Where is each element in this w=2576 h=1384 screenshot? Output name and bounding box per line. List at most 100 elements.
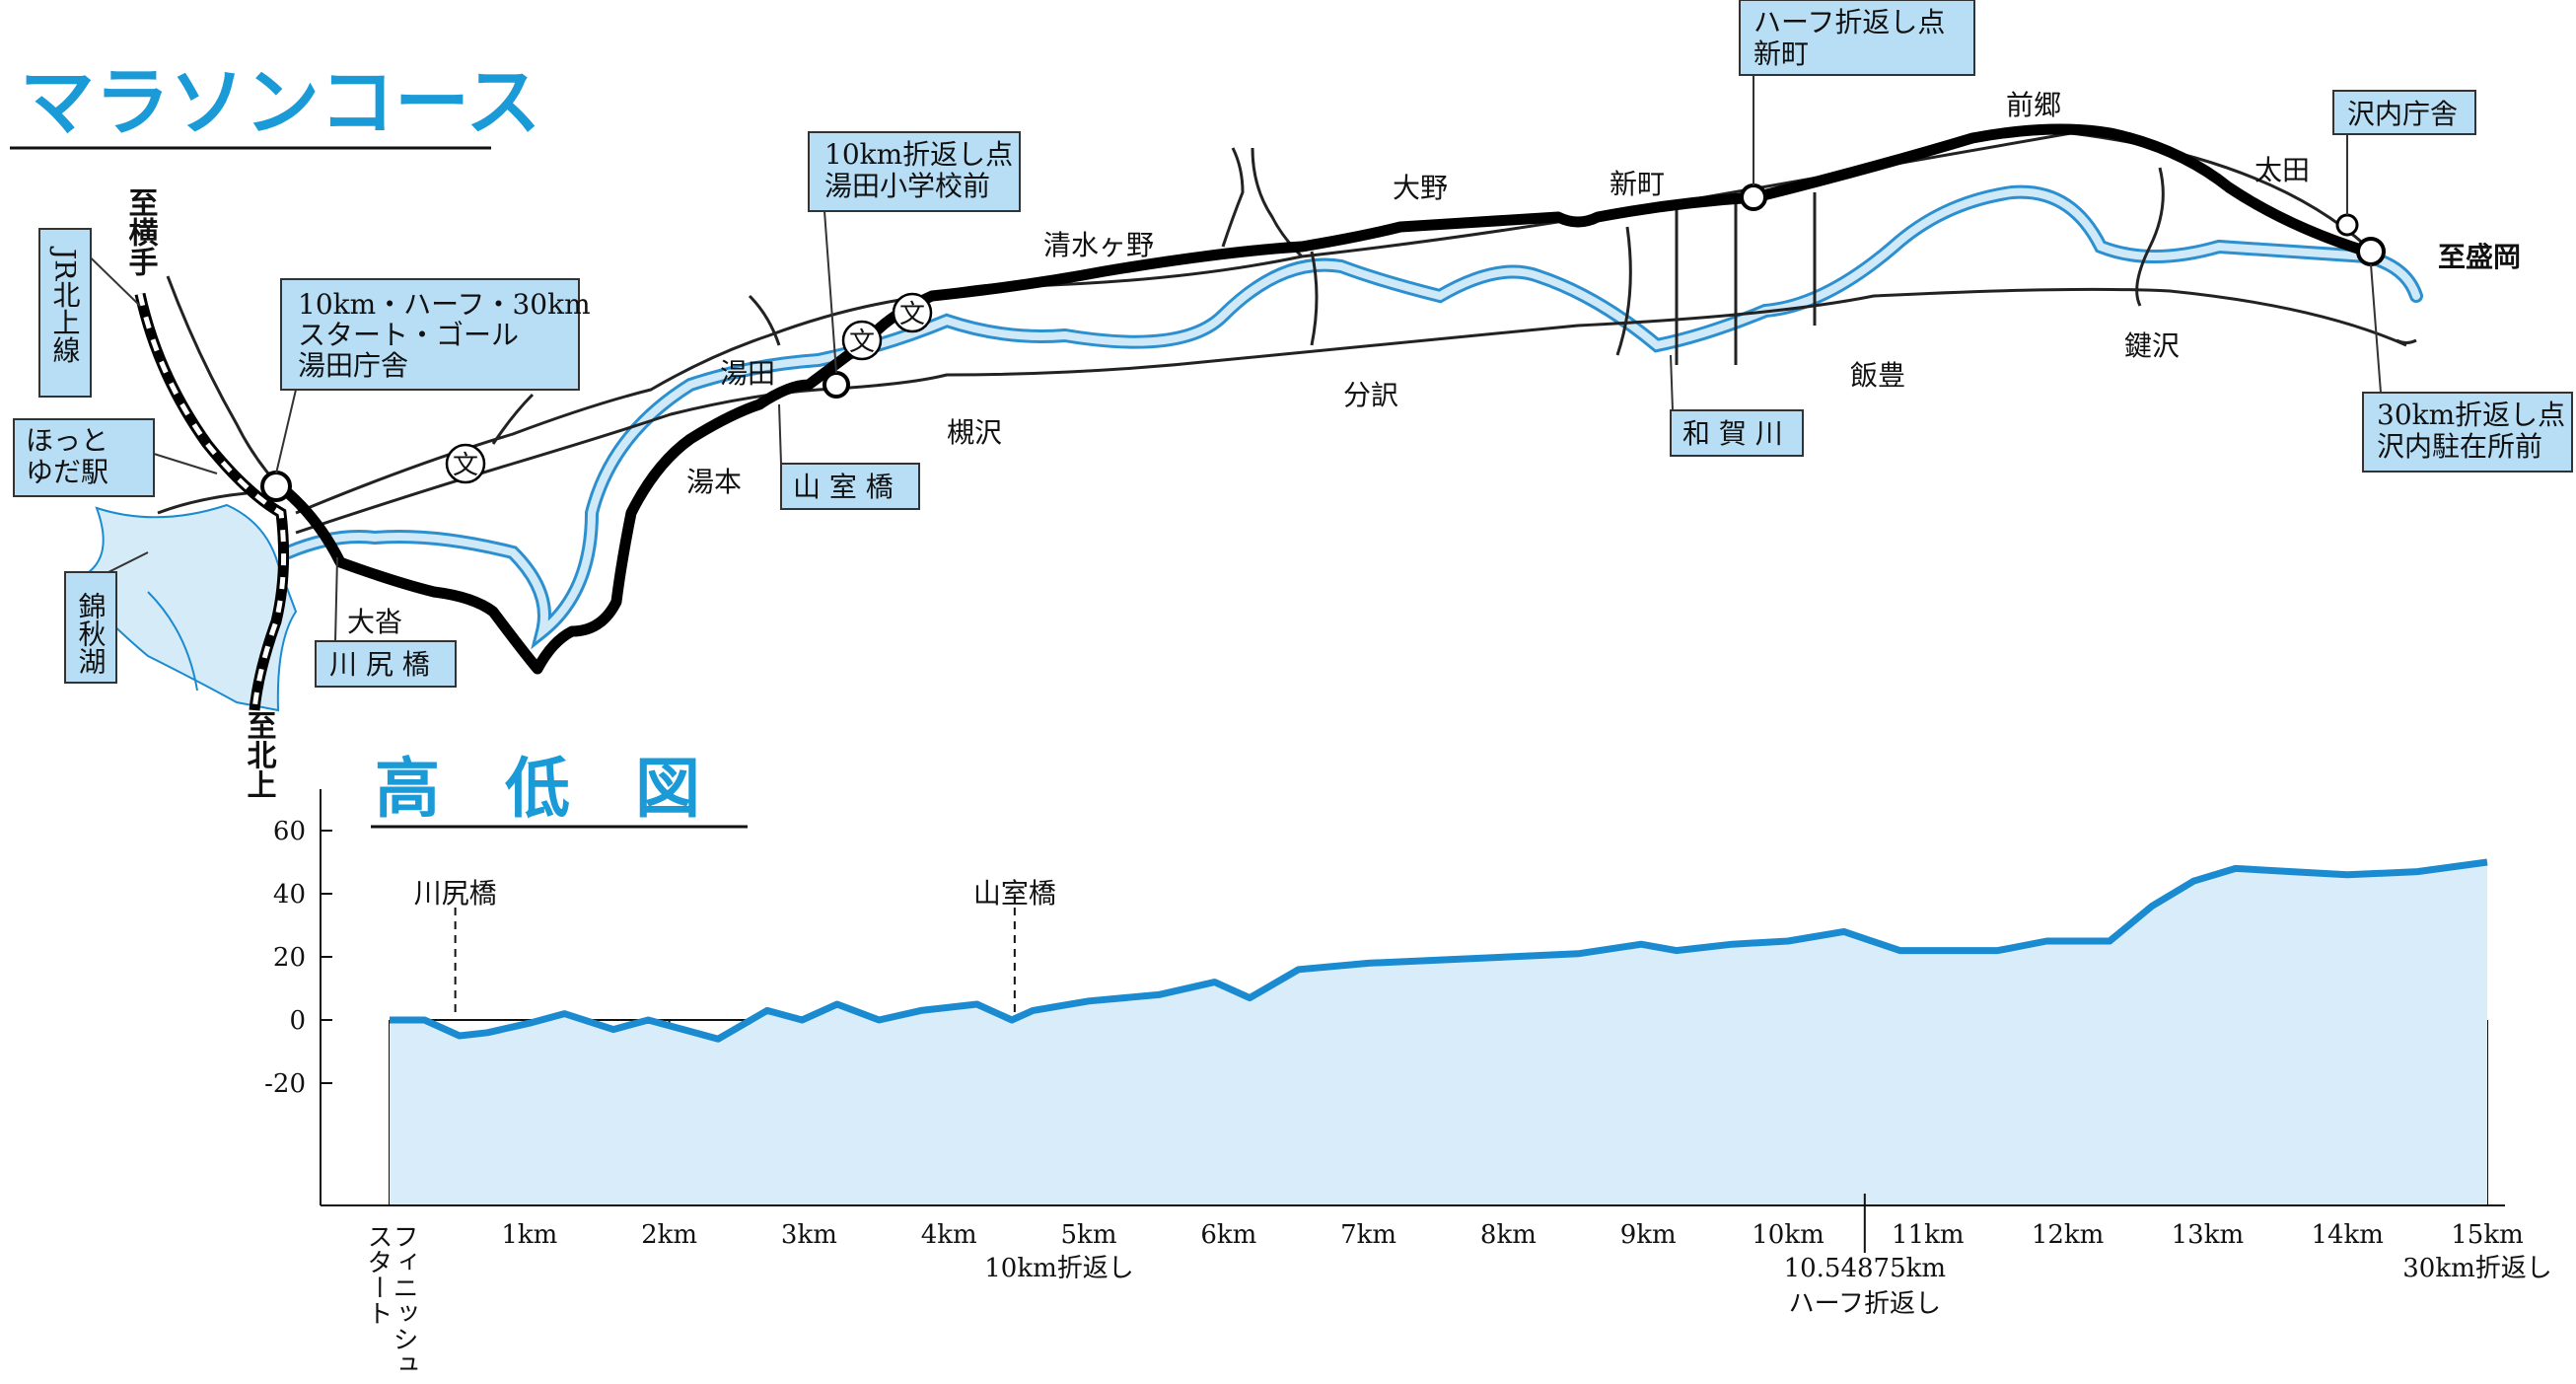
school-icon xyxy=(445,443,486,484)
half-callout-line1: ハーフ折返し点 xyxy=(1753,6,1945,38)
label-kagizawa: 鍵沢 xyxy=(2124,329,2180,362)
chart-axes xyxy=(320,789,2505,1206)
label-shinmachi: 新町 xyxy=(1610,168,1665,200)
y-tick-label: 60 xyxy=(273,817,306,846)
x-tick-label: 12km xyxy=(2032,1220,2105,1250)
half-marker xyxy=(1740,183,1767,211)
label-yumoto: 湯本 xyxy=(686,466,742,498)
jr-callout xyxy=(38,228,92,398)
half-callout-line2: 新町 xyxy=(1753,37,1809,70)
marathon-course xyxy=(270,123,2373,675)
kinshuko-callout-text: 錦秋湖 xyxy=(75,592,107,675)
label-iitoyo: 飯豊 xyxy=(1850,359,1905,392)
elevation-line xyxy=(390,858,2488,1043)
school-icon xyxy=(892,292,933,333)
label-yuda: 湯田 xyxy=(720,357,775,390)
kawashiri-callout-text: 川 尻 橋 xyxy=(329,648,430,681)
yamamuro-callout-line xyxy=(778,403,782,465)
school-icon-label: 文 xyxy=(899,300,925,329)
turn10-callout xyxy=(808,131,1021,212)
label-to-morioka: 至盛岡 xyxy=(2438,241,2521,273)
label-shimizugano: 清水ヶ野 xyxy=(1043,229,1154,261)
x-tick-label: 9km xyxy=(1620,1220,1677,1250)
label-daito: 大沓 xyxy=(347,606,402,638)
yamamuro-callout-text: 山 室 橋 xyxy=(793,471,894,503)
y-tick-label: -20 xyxy=(264,1069,306,1099)
kawashiri-callout-line xyxy=(334,556,338,642)
jr-callout-text: JR北上線 xyxy=(49,246,82,363)
start-callout xyxy=(280,278,580,391)
river-waga xyxy=(281,184,2423,650)
map-title: マラソンコース xyxy=(20,58,540,146)
sawauchi-callout xyxy=(2332,90,2476,135)
half-callout xyxy=(1739,0,1975,76)
x-tick-label: 8km xyxy=(1480,1220,1537,1250)
y-tick-label: 20 xyxy=(273,943,306,973)
chart-area xyxy=(390,858,2488,1205)
annotation-label: 山室橋 xyxy=(973,877,1056,910)
x-tick-label: 4km xyxy=(921,1220,977,1250)
kawashiri-callout xyxy=(315,640,457,688)
start-label: スタート xyxy=(363,1223,393,1326)
label-ota: 太田 xyxy=(2254,154,2310,186)
elevation-chart: 高 低 図 60 40 20 0 -20 1km 2km 3km 4km 5km 6km 7km 8km… xyxy=(264,751,2552,1377)
hotto-callout-line2: ゆだ駅 xyxy=(26,456,108,488)
x-tick-label: 7km xyxy=(1340,1220,1396,1250)
yamamuro-callout xyxy=(780,463,920,510)
annotation-label: 川尻橋 xyxy=(414,877,497,910)
x-tick-label: 10km xyxy=(1752,1220,1825,1250)
label-maego: 前郷 xyxy=(2006,89,2061,121)
turn30-callout-line2: 沢内駐在所前 xyxy=(2377,430,2542,463)
x-tick-label: 5km xyxy=(1061,1220,1117,1250)
half-distance-label: 10.54875km xyxy=(1784,1254,1946,1283)
kinshuko-callout xyxy=(64,571,117,684)
finish-label: フィニッシュ xyxy=(389,1223,418,1377)
waga-callout-line xyxy=(1670,354,1674,411)
label-bunkutsu: 分訳 xyxy=(1343,379,1398,411)
label-ono: 大野 xyxy=(1393,172,1448,204)
x-tick-label: 1km xyxy=(501,1220,557,1250)
half-turn-label: ハーフ折返し xyxy=(1789,1289,1941,1319)
turn30-label: 30km折返し xyxy=(2402,1254,2552,1283)
hotto-callout xyxy=(13,418,155,497)
x-tick-label: 6km xyxy=(1200,1220,1256,1250)
start-callout-line3: 湯田庁舎 xyxy=(298,349,408,382)
start-callout-line2: スタート・ゴール xyxy=(298,319,519,351)
turn10-label: 10km折返し xyxy=(984,1254,1134,1283)
turn30-callout-line xyxy=(2370,263,2382,394)
turn10-callout-line1: 10km折返し点 xyxy=(824,138,1013,171)
x-tick-label: 3km xyxy=(781,1220,837,1250)
y-tick-label: 40 xyxy=(273,880,306,910)
x-tick-label: 2km xyxy=(641,1220,697,1250)
kinshuko-callout-line xyxy=(107,551,149,573)
x-tick-label: 13km xyxy=(2172,1220,2245,1250)
x-tick-label: 14km xyxy=(2311,1220,2384,1250)
start-callout-line1: 10km・ハーフ・30km xyxy=(298,288,591,321)
turn30-callout xyxy=(2362,392,2573,473)
chart-title: 高 低 図 xyxy=(375,751,700,827)
label-to-yokote: 至横手 xyxy=(123,187,159,276)
y-tick-label: 0 xyxy=(289,1006,306,1036)
elevation-fill xyxy=(390,862,2487,1205)
label-to-kitakami: 至北上 xyxy=(242,710,277,799)
waga-callout-text: 和 賀 川 xyxy=(1682,417,1783,450)
start-marker xyxy=(260,471,292,502)
sawauchi-callout-text: 沢内庁舎 xyxy=(2347,98,2458,130)
x-tick-label: 11km xyxy=(1892,1220,1965,1250)
lake-inlet xyxy=(147,591,198,692)
school-icon-label: 文 xyxy=(453,451,478,480)
turn10-callout-line2: 湯田小学校前 xyxy=(824,170,990,202)
start-callout-line xyxy=(275,389,297,474)
sawauchi-marker xyxy=(2335,213,2359,237)
label-kurumizawa: 槻沢 xyxy=(947,416,1002,449)
hotto-callout-line1: ほっと xyxy=(26,424,108,457)
school-icon xyxy=(841,320,883,361)
turn10-callout-line xyxy=(823,210,837,374)
roads xyxy=(157,131,2417,535)
school-icon-label: 文 xyxy=(849,328,875,357)
railway-jr-dash xyxy=(137,293,287,711)
turn30-callout-line1: 30km折返し点 xyxy=(2377,399,2565,431)
turn10-marker xyxy=(823,371,850,399)
river-waga-inner xyxy=(284,187,2420,642)
